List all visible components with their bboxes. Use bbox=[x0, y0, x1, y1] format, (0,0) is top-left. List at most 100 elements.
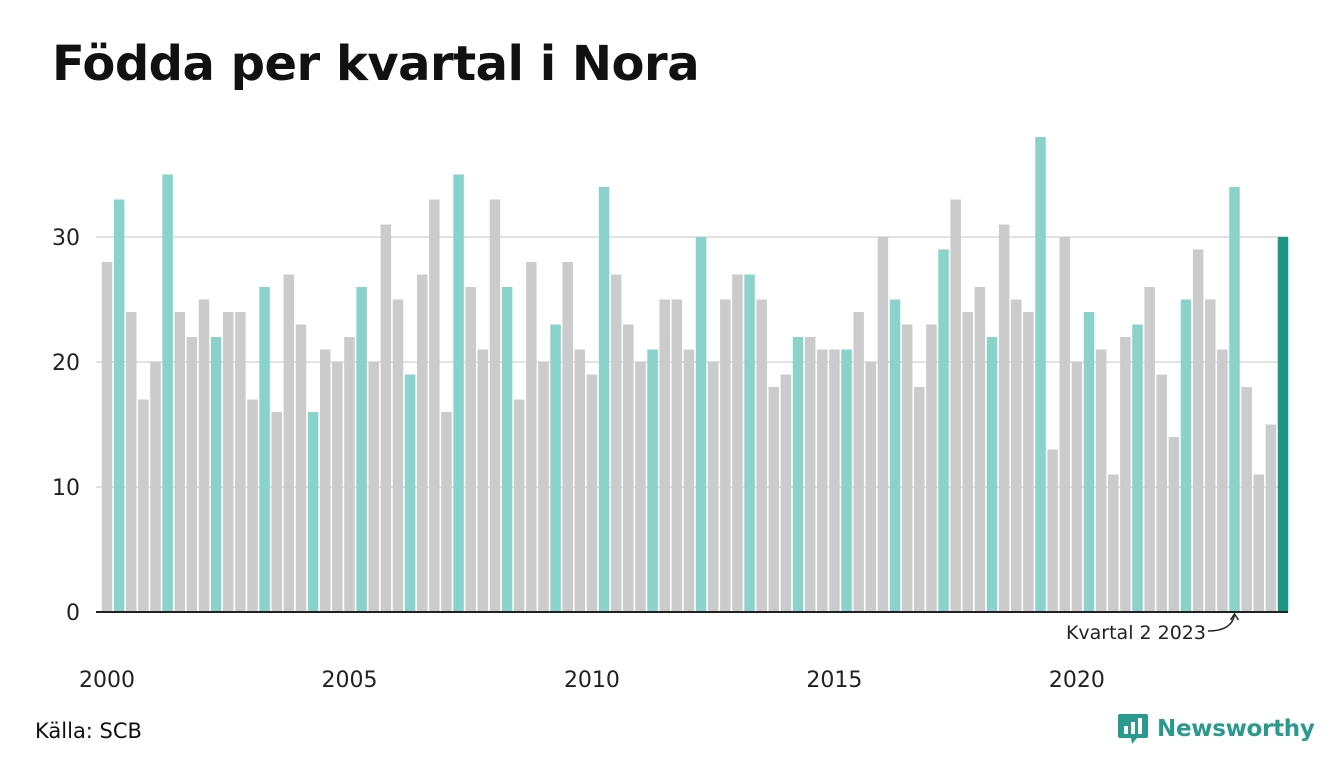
bar bbox=[1205, 299, 1216, 612]
bar bbox=[998, 224, 1010, 612]
x-tick-label: 2005 bbox=[321, 668, 377, 693]
bar bbox=[538, 362, 549, 612]
bar bbox=[914, 387, 925, 612]
bar bbox=[465, 287, 476, 612]
bar bbox=[441, 412, 452, 612]
bar bbox=[392, 299, 404, 612]
y-tick-label: 0 bbox=[66, 601, 80, 626]
bar bbox=[671, 299, 683, 612]
bar bbox=[720, 299, 731, 612]
bar bbox=[647, 349, 658, 612]
bar bbox=[1180, 299, 1192, 612]
bar bbox=[125, 312, 137, 612]
bar bbox=[453, 174, 464, 612]
bar bbox=[938, 249, 949, 612]
bar bbox=[368, 362, 379, 612]
bar bbox=[865, 362, 877, 612]
bar bbox=[562, 262, 573, 612]
bar bbox=[1156, 374, 1168, 612]
bar bbox=[1217, 349, 1228, 612]
bar bbox=[222, 312, 234, 612]
bar bbox=[526, 262, 537, 612]
bar bbox=[429, 199, 440, 612]
bar bbox=[889, 299, 901, 612]
bar bbox=[610, 274, 622, 612]
bar bbox=[744, 274, 755, 612]
bar bbox=[1253, 474, 1265, 612]
y-tick-label: 20 bbox=[52, 351, 80, 376]
bar bbox=[138, 399, 149, 612]
bar bbox=[853, 312, 864, 612]
bar bbox=[307, 412, 319, 612]
bar bbox=[1035, 137, 1046, 612]
x-tick-label: 2020 bbox=[1049, 668, 1105, 693]
bar bbox=[550, 324, 561, 612]
bar bbox=[416, 274, 428, 612]
bar bbox=[756, 299, 767, 612]
bar bbox=[1095, 349, 1107, 612]
bar bbox=[829, 349, 840, 612]
bar bbox=[198, 299, 210, 612]
x-tick-label: 2010 bbox=[564, 668, 620, 693]
bar bbox=[792, 337, 804, 612]
bar bbox=[283, 274, 295, 612]
bar bbox=[586, 374, 598, 612]
bar bbox=[1132, 324, 1143, 612]
annotation-arrowhead bbox=[1229, 612, 1240, 621]
x-axis-ticks: 2000 2005 2010 2015 2020 bbox=[79, 668, 1105, 693]
annotation-label: Kvartal 2 2023 bbox=[1066, 622, 1206, 644]
bar bbox=[1241, 387, 1252, 612]
y-tick-label: 30 bbox=[52, 226, 80, 251]
bar bbox=[1011, 299, 1022, 612]
bar bbox=[962, 312, 974, 612]
source-text: Källa: SCB bbox=[35, 719, 142, 743]
bar bbox=[1168, 437, 1180, 612]
bars bbox=[101, 137, 1289, 612]
annotation: Kvartal 2 2023 bbox=[1066, 612, 1240, 644]
bar bbox=[186, 337, 198, 612]
bar bbox=[817, 349, 828, 612]
bar bbox=[1144, 287, 1155, 612]
bar bbox=[162, 174, 173, 612]
bar bbox=[780, 374, 792, 612]
chart-title: Födda per kvartal i Nora bbox=[52, 36, 700, 92]
bar bbox=[356, 287, 367, 612]
bar bbox=[1047, 449, 1058, 612]
bar bbox=[150, 362, 161, 612]
bar bbox=[598, 187, 610, 612]
bar bbox=[174, 312, 185, 612]
bar bbox=[926, 324, 937, 612]
bar bbox=[501, 287, 513, 612]
bar bbox=[344, 337, 355, 612]
brand-name: Newsworthy bbox=[1157, 716, 1315, 742]
bar bbox=[1023, 312, 1034, 612]
bar bbox=[113, 199, 125, 612]
bar bbox=[901, 324, 913, 612]
bar bbox=[707, 362, 719, 612]
bar bbox=[1059, 237, 1071, 612]
annotation-arrow bbox=[1207, 614, 1236, 632]
bar bbox=[623, 324, 634, 612]
bar bbox=[986, 337, 998, 612]
bar bbox=[974, 287, 986, 612]
bar bbox=[1265, 424, 1277, 612]
x-tick-label: 2015 bbox=[806, 668, 862, 693]
bar bbox=[477, 349, 489, 612]
bar bbox=[695, 237, 707, 612]
bar bbox=[804, 337, 816, 612]
bar bbox=[683, 349, 695, 612]
bar bbox=[489, 199, 501, 612]
bar bbox=[1108, 474, 1119, 612]
bar bbox=[1120, 337, 1131, 612]
bar bbox=[101, 262, 113, 612]
bar bbox=[1192, 249, 1204, 612]
x-tick-label: 2000 bbox=[79, 668, 135, 693]
bar bbox=[319, 349, 331, 612]
bar bbox=[259, 287, 270, 612]
bar bbox=[404, 374, 416, 612]
bar bbox=[513, 399, 525, 612]
bar bbox=[574, 349, 586, 612]
bar bbox=[768, 387, 780, 612]
bar bbox=[1083, 312, 1095, 612]
